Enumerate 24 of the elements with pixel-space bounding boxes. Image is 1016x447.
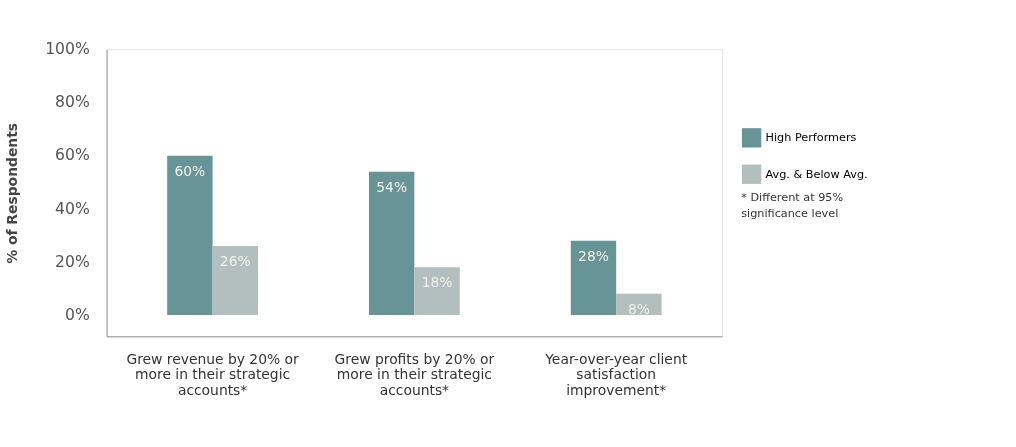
y-tick-label: 0% [64, 305, 90, 324]
x-tick-label: Year-over-year client satisfaction improvement* [544, 350, 688, 398]
y-axis-title: % of Respondents [3, 122, 20, 264]
bar [368, 171, 415, 316]
bar [212, 246, 258, 316]
data-label: 54% [376, 178, 408, 195]
y-tick-label: 100% [45, 40, 90, 59]
data-label: 18% [421, 274, 453, 291]
x-tick-label: Grew revenue by 20% or more in their strategic accounts* [126, 350, 300, 398]
legend-label: Avg. & Below Avg. [765, 167, 868, 181]
data-label: 28% [578, 247, 609, 264]
y-tick-label: 60% [55, 146, 90, 165]
data-label: 60% [174, 162, 206, 179]
text: * Different at 95% significance level [741, 191, 844, 220]
bar [570, 240, 617, 316]
bar [414, 267, 460, 316]
data-label: 26% [219, 252, 251, 269]
y-tick-label: 40% [55, 199, 90, 218]
bar [167, 155, 213, 316]
legend-label: High Performers [765, 131, 857, 145]
y-tick-label: 80% [55, 93, 90, 112]
y-tick-label: 20% [55, 252, 90, 271]
data-label: 8% [627, 300, 650, 317]
x-tick-label: Grew profits by 20% or more in their strategic accounts* [334, 350, 495, 398]
